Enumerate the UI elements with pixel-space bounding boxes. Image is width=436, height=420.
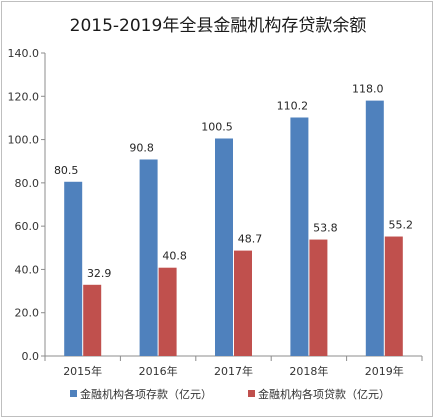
chart-title: 2015-2019年全县金融机构存贷款余额 — [70, 16, 367, 36]
x-tick-label: 2019年 — [365, 364, 404, 378]
deposit-data-label: 90.8 — [129, 141, 154, 154]
y-tick-label: 100.0 — [8, 134, 40, 147]
loan-bar — [234, 250, 252, 356]
data-labels: 80.5 32.9 90.8 40.8 100.5 48.7 110.2 53.8 118.0 5… — [54, 83, 413, 280]
loan-bar — [384, 236, 403, 356]
y-tick-label: 60.0 — [15, 220, 40, 233]
deposit-data-label: 100.5 — [201, 120, 233, 133]
deposit-bar — [365, 100, 384, 356]
y-tick-label: 80.0 — [15, 177, 40, 190]
x-tick-label: 2016年 — [139, 364, 178, 378]
loan-data-label: 53.8 — [313, 222, 338, 235]
legend: 金融机构各项存款（亿元） 金融机构各项贷款（亿元） — [70, 387, 390, 401]
loan-data-label: 32.9 — [87, 267, 112, 280]
y-tick-label: 120.0 — [8, 90, 40, 103]
y-tick-label: 20.0 — [15, 307, 40, 320]
x-tick-label: 2018年 — [289, 364, 328, 378]
deposit-bar — [64, 181, 83, 356]
loan-data-label: 40.8 — [162, 250, 187, 263]
legend-swatch-deposit — [70, 390, 77, 397]
y-tick-label: 40.0 — [15, 263, 40, 276]
axes: 0.0 20.0 40.0 60.0 80.0 100.0 120.0 140.0 2015年 2… — [8, 47, 423, 378]
loan-data-label: 48.7 — [238, 233, 263, 246]
loan-bar — [158, 267, 177, 356]
deposit-bar — [215, 138, 233, 356]
y-tick-label: 0.0 — [22, 350, 40, 363]
loan-data-label: 55.2 — [389, 219, 414, 232]
loan-bar — [309, 239, 328, 356]
bars — [64, 100, 403, 356]
legend-label-loan: 金融机构各项贷款（亿元） — [258, 387, 390, 401]
x-tick-label: 2015年 — [63, 364, 102, 378]
deposit-data-label: 118.0 — [352, 83, 384, 96]
y-tick-label: 140.0 — [8, 47, 40, 60]
loan-bar — [83, 284, 102, 356]
deposit-data-label: 80.5 — [54, 164, 79, 177]
deposit-bar — [290, 117, 309, 356]
legend-swatch-loan — [248, 390, 255, 397]
legend-label-deposit: 金融机构各项存款（亿元） — [80, 387, 212, 401]
deposit-bar — [139, 159, 158, 356]
x-tick-label: 2017年 — [214, 364, 253, 378]
deposit-data-label: 110.2 — [277, 99, 309, 112]
